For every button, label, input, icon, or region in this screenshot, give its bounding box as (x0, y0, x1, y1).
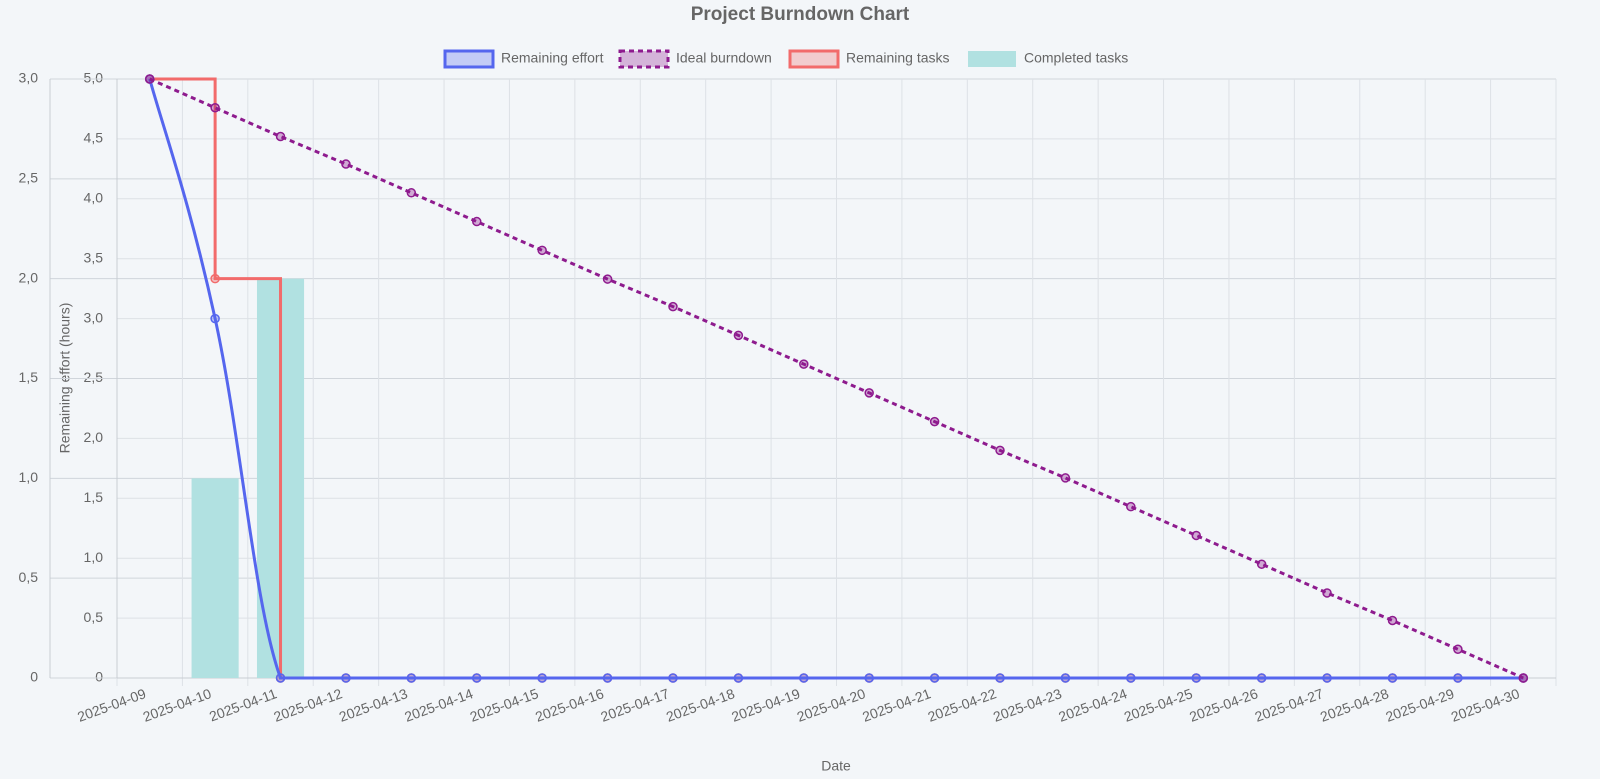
point (1453, 644, 1463, 654)
y2-tick-label: 0 (30, 669, 38, 685)
x-tick-label: 2025-04-09 (75, 685, 148, 725)
legend-label: Remaining effort (501, 50, 604, 66)
x-tick-label: 2025-04-16 (533, 685, 606, 725)
x-tick-label: 2025-04-20 (795, 685, 868, 725)
legend-swatch (443, 49, 495, 69)
point (799, 673, 809, 683)
x-tick-label: 2025-04-28 (1318, 685, 1391, 725)
point (472, 673, 482, 683)
point (341, 159, 351, 169)
y-tick-label: 0 (95, 669, 103, 685)
point (1453, 673, 1463, 683)
point (864, 673, 874, 683)
point (995, 445, 1005, 456)
point (995, 673, 1005, 683)
y-tick-label: 2,5 (84, 369, 104, 385)
point (210, 103, 220, 113)
x-tick-label: 2025-04-24 (1056, 685, 1129, 725)
x-tick-label: 2025-04-17 (598, 685, 671, 725)
point (1126, 501, 1136, 512)
y2-tick-label: 2,5 (19, 170, 39, 186)
point (1256, 673, 1267, 683)
point (668, 301, 678, 312)
point (733, 673, 744, 683)
point (341, 673, 351, 683)
point (602, 673, 613, 683)
point (406, 673, 417, 683)
point (1060, 673, 1071, 683)
x-tick-label: 2025-04-27 (1253, 685, 1326, 725)
legend-label: Ideal burndown (676, 50, 772, 66)
x-tick-label: 2025-04-22 (926, 685, 999, 725)
point (406, 188, 417, 198)
bar (191, 478, 239, 678)
point (210, 313, 220, 324)
y2-tick-label: 1,5 (19, 369, 39, 385)
point (275, 673, 286, 683)
point (733, 330, 744, 341)
x-tick-label: 2025-04-14 (402, 685, 475, 725)
point (1322, 673, 1332, 683)
point (472, 216, 482, 227)
x-tick-label: 2025-04-26 (1187, 685, 1260, 725)
x-tick-label: 2025-04-25 (1122, 685, 1195, 725)
x-tick-label: 2025-04-21 (860, 685, 933, 725)
point (1191, 673, 1201, 683)
point (210, 273, 220, 284)
legend-label: Remaining tasks (846, 50, 950, 66)
y-tick-label: 1,0 (84, 549, 104, 565)
legend-swatch (968, 51, 1016, 67)
x-tick-label: 2025-04-19 (729, 685, 802, 725)
x-tick-label: 2025-04-18 (664, 685, 737, 725)
point (1126, 673, 1136, 683)
point (1191, 530, 1201, 541)
y-tick-label: 5,0 (84, 70, 104, 86)
x-axis-title: Date (821, 758, 851, 774)
x-tick-label: 2025-04-10 (141, 685, 214, 725)
y2-tick-label: 2,0 (19, 269, 39, 285)
y-tick-label: 2,0 (84, 429, 104, 445)
y2-tick-label: 1,0 (19, 469, 39, 485)
point (275, 131, 286, 142)
point (864, 388, 874, 398)
point (537, 245, 547, 256)
point (537, 673, 547, 683)
x-tick-label: 2025-04-13 (337, 685, 410, 725)
y-tick-label: 1,5 (84, 489, 104, 505)
chart-title: Project Burndown Chart (691, 4, 910, 25)
x-tick-label: 2025-04-12 (271, 685, 344, 725)
point (1256, 559, 1267, 569)
point (1387, 615, 1398, 626)
line (149, 77, 1524, 680)
legend-swatch (618, 49, 670, 69)
y2-tick-label: 3,0 (19, 70, 39, 86)
y-tick-label: 0,5 (84, 609, 104, 625)
point (929, 673, 940, 683)
point (1518, 673, 1529, 683)
x-tick-label: 2025-04-11 (207, 685, 279, 724)
point (929, 416, 940, 427)
y-tick-label: 4,5 (84, 130, 104, 146)
y-tick-label: 3,5 (84, 249, 104, 265)
point (799, 359, 809, 369)
x-tick-label: 2025-04-30 (1449, 685, 1522, 725)
legend-label: Completed tasks (1024, 50, 1128, 66)
point (1060, 473, 1071, 483)
point (1322, 588, 1332, 598)
y2-tick-label: 0,5 (19, 569, 39, 585)
point (1387, 673, 1398, 683)
point (144, 74, 155, 84)
x-tick-label: 2025-04-29 (1383, 685, 1456, 725)
point (668, 673, 678, 683)
x-tick-label: 2025-04-23 (991, 685, 1064, 725)
x-tick-label: 2025-04-15 (468, 685, 541, 725)
legend-swatch (788, 49, 840, 69)
y-tick-label: 3,0 (84, 309, 104, 325)
point (602, 274, 613, 284)
y-tick-label: 4,0 (84, 190, 104, 206)
